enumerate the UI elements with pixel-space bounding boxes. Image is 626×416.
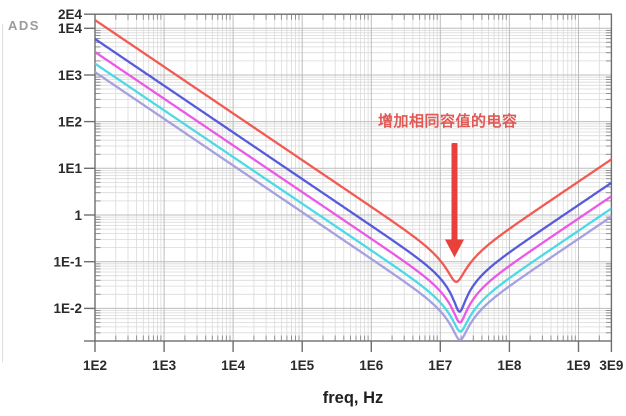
x-tick-label: 1E9	[566, 358, 590, 373]
left-edge-line	[2, 24, 3, 362]
y-tick-label: 1E-1	[53, 255, 82, 270]
x-tick-label: 3E9	[599, 358, 623, 373]
series-curve-blue	[95, 37, 612, 313]
plot-border	[94, 13, 613, 342]
x-tick-label: 1E4	[221, 358, 246, 373]
series-curve-red	[95, 18, 612, 283]
y-tick-label: 1E3	[58, 68, 83, 83]
y-tick-label: 1	[74, 208, 82, 223]
ads-logo: ADS	[8, 18, 40, 33]
x-tick-label: 1E5	[290, 358, 315, 373]
x-tick-label: 1E3	[152, 358, 177, 373]
y-tick-label: 2E4	[58, 7, 83, 22]
y-tick-label: 1E-2	[53, 301, 82, 316]
series-curve-violet	[95, 70, 612, 341]
axis-layer: 1E2 1E3 1E4 1E5 1E6 1E7 1E8 1E9 3E92E41E41E31E21…	[53, 7, 623, 373]
x-tick-label: 1E2	[83, 358, 107, 373]
curves-layer	[95, 18, 612, 341]
x-tick-label: 1E6	[359, 358, 384, 373]
x-axis-title: freq, Hz	[323, 389, 384, 407]
series-curve-cyan	[95, 62, 612, 333]
down-arrow-icon	[445, 143, 464, 258]
x-tick-label: 1E7	[428, 358, 452, 373]
annotation-text: 增加相同容值的电容	[378, 113, 518, 130]
y-tick-label: 1E2	[58, 114, 82, 129]
arrow-shaft	[451, 143, 458, 241]
y-tick-label: 1E4	[58, 21, 83, 36]
grid-layer	[95, 14, 612, 341]
arrow-head	[445, 239, 464, 258]
y-tick-label: 1E1	[58, 161, 83, 176]
series-curve-magenta	[95, 50, 612, 324]
x-tick-label: 1E8	[497, 358, 522, 373]
